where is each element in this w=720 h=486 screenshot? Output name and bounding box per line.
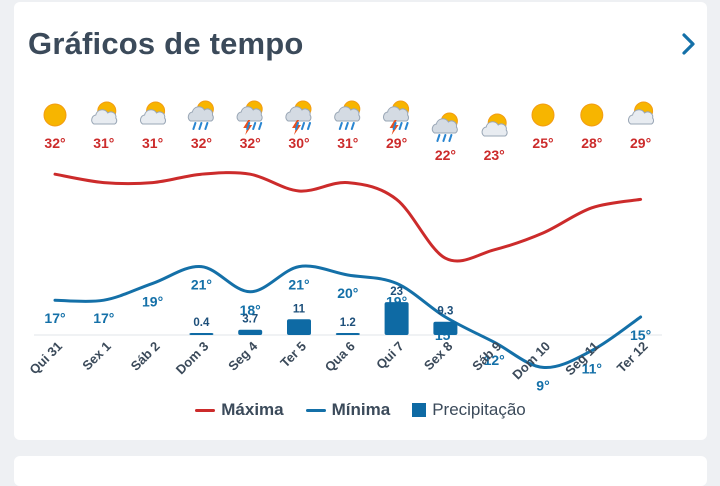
min-temp-label: 20° — [337, 285, 358, 301]
min-temp-label: 17° — [44, 310, 65, 326]
precip-bar — [238, 329, 263, 335]
precip-bar — [335, 333, 360, 335]
x-tick-label: Qui 31 — [26, 339, 65, 378]
min-temp-label: 12° — [484, 352, 505, 368]
x-tick-label: Qui 7 — [373, 339, 407, 373]
x-tick-label: Qua 6 — [322, 339, 358, 375]
precip-label: 23 — [390, 286, 403, 298]
partly-cloudy-icon — [140, 101, 167, 125]
thunderstorm-sun-icon — [383, 100, 410, 135]
x-tick-label: Sex 8 — [421, 339, 456, 374]
x-tick-label: Sáb 2 — [128, 339, 163, 374]
x-tick-label: Sex 1 — [79, 339, 114, 374]
max-temp-label: 32° — [240, 135, 261, 151]
sun-icon — [531, 103, 555, 127]
max-temp-label: 31° — [142, 135, 163, 151]
sun-rain-cloud-icon — [431, 112, 458, 142]
precip-label: 9.3 — [437, 306, 453, 318]
x-tick-label: Ter 5 — [277, 339, 309, 371]
x-tick-label: Ter 12 — [614, 339, 651, 376]
max-temp-label: 23° — [484, 147, 505, 163]
x-tick-label: Seg 4 — [225, 338, 261, 374]
next-card — [14, 456, 707, 486]
min-temp-label: 19° — [142, 293, 163, 309]
x-tick-label: Dom 10 — [509, 339, 553, 383]
legend-min[interactable]: Mínima — [305, 400, 391, 420]
sun-icon — [43, 103, 67, 127]
precip-label: 3.7 — [242, 314, 258, 326]
precip-bar — [189, 333, 214, 335]
legend-max[interactable]: Máxima — [195, 400, 284, 420]
thunderstorm-sun-icon — [285, 100, 312, 135]
sun-rain-cloud-icon — [334, 100, 361, 130]
x-tick-label: Dom 3 — [173, 339, 212, 378]
partly-cloudy-icon — [481, 113, 508, 137]
max-temp-label: 31° — [93, 135, 114, 151]
max-temp-label: 25° — [532, 135, 553, 151]
precip-bar — [287, 319, 311, 335]
min-temp-line — [53, 264, 643, 369]
precip-label: 11 — [293, 303, 306, 315]
legend-precip-label: Precipitação — [432, 400, 526, 419]
sun-rain-cloud-icon — [187, 100, 214, 130]
max-temp-label: 29° — [386, 135, 407, 151]
legend-precip-swatch — [412, 403, 427, 417]
legend-max-label: Máxima — [221, 400, 284, 419]
min-temp-label: 9° — [536, 377, 549, 393]
legend-precip[interactable]: Precipitação — [412, 400, 526, 420]
min-temp-label: 15° — [630, 327, 651, 343]
page-title: Gráficos de tempo — [28, 26, 304, 61]
max-temp-label: 29° — [630, 135, 651, 151]
precip-label: 1.2 — [340, 317, 356, 329]
min-temp-label: 18° — [240, 302, 261, 318]
sun-icon — [580, 103, 604, 127]
thunderstorm-sun-icon — [236, 100, 263, 135]
max-temp-label: 32° — [44, 135, 65, 151]
partly-cloudy-icon — [91, 101, 118, 125]
legend-max-swatch — [195, 408, 216, 412]
weather-charts-card: Gráficos de tempo 32° 31° 31° 32° 32° 30° 31° 2… — [14, 2, 707, 440]
min-temp-label: 11° — [582, 361, 602, 377]
max-temp-label: 22° — [435, 147, 456, 163]
max-temp-label: 28° — [581, 135, 602, 151]
max-temp-label: 32° — [191, 135, 212, 151]
max-temp-label: 31° — [337, 135, 358, 151]
max-temp-label: 30° — [288, 135, 309, 151]
max-temp-line — [53, 171, 643, 263]
precip-bar — [433, 321, 458, 335]
legend-min-swatch — [305, 408, 326, 412]
legend-min-label: Mínima — [331, 400, 391, 419]
precip-label: 0.4 — [193, 317, 210, 329]
min-temp-label: 21° — [191, 277, 212, 293]
precip-bar — [384, 302, 409, 335]
min-temp-label: 21° — [288, 277, 309, 293]
chart-legend: Máxima Mínima Precipitação — [14, 400, 707, 420]
min-temp-label: 17° — [93, 310, 114, 326]
chevron-right-icon[interactable] — [676, 30, 700, 58]
weather-chart: 32° 31° 31° 32° 32° 30° 31° 29° 22° 23° 25° 28° 29° 1… — [26, 100, 662, 393]
partly-cloudy-icon — [628, 101, 655, 125]
